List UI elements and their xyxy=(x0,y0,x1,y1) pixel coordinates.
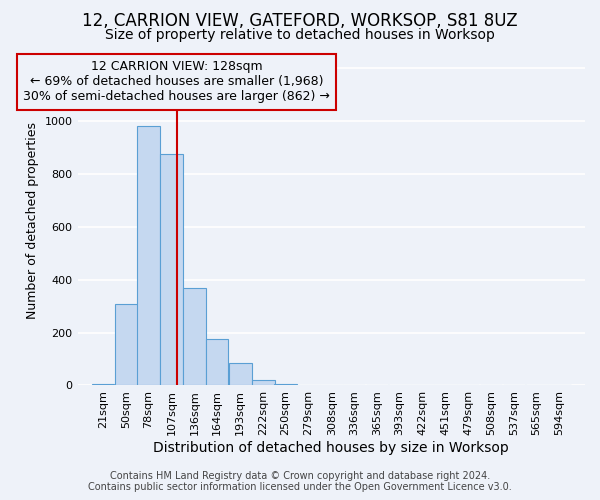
Text: 12 CARRION VIEW: 128sqm
← 69% of detached houses are smaller (1,968)
30% of semi: 12 CARRION VIEW: 128sqm ← 69% of detache… xyxy=(23,60,330,104)
Bar xyxy=(137,126,160,386)
Bar xyxy=(160,154,183,386)
Bar xyxy=(92,384,115,386)
Y-axis label: Number of detached properties: Number of detached properties xyxy=(26,122,39,318)
Text: Size of property relative to detached houses in Worksop: Size of property relative to detached ho… xyxy=(105,28,495,42)
Bar xyxy=(229,363,251,386)
Bar xyxy=(206,339,229,386)
Bar xyxy=(274,384,297,386)
Bar xyxy=(252,380,275,386)
Text: 12, CARRION VIEW, GATEFORD, WORKSOP, S81 8UZ: 12, CARRION VIEW, GATEFORD, WORKSOP, S81… xyxy=(82,12,518,30)
Bar xyxy=(183,288,206,386)
Bar xyxy=(115,304,137,386)
X-axis label: Distribution of detached houses by size in Worksop: Distribution of detached houses by size … xyxy=(154,441,509,455)
Text: Contains HM Land Registry data © Crown copyright and database right 2024.
Contai: Contains HM Land Registry data © Crown c… xyxy=(88,471,512,492)
